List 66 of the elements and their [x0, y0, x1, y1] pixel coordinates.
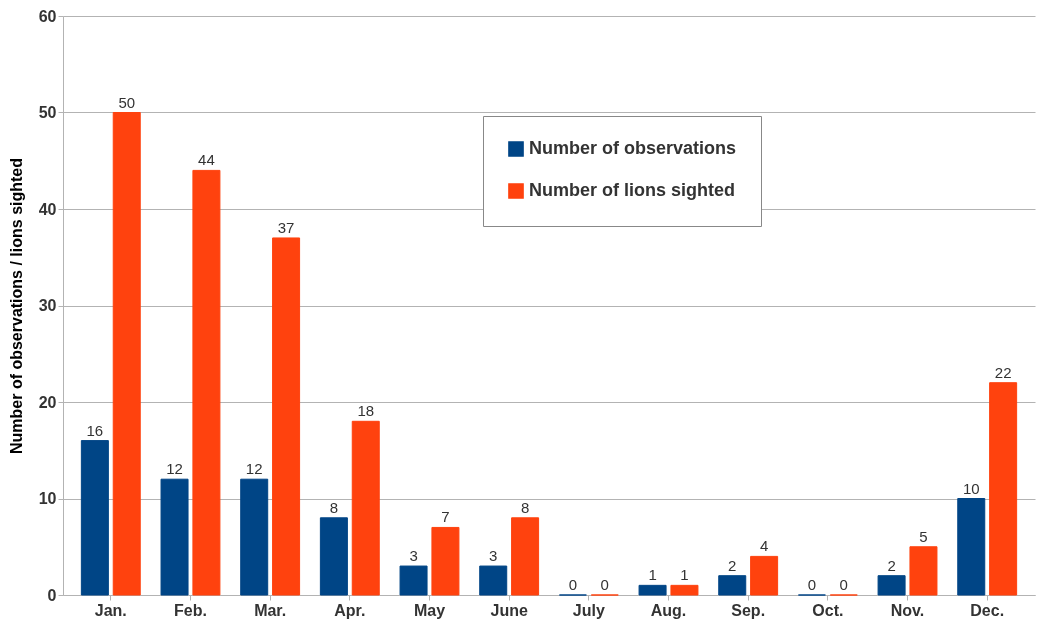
x-tick-label: Nov. — [890, 601, 925, 619]
data-label: 1 — [648, 566, 657, 584]
data-label: 37 — [277, 218, 295, 236]
data-label: 8 — [520, 498, 530, 516]
x-tick-label: May — [413, 601, 446, 619]
x-tick-label: June — [490, 601, 528, 619]
x-tick-label: Dec. — [970, 601, 1005, 619]
bar — [80, 440, 109, 596]
bar — [989, 382, 1018, 596]
bar — [240, 478, 269, 596]
y-tick-label: 60 — [38, 7, 57, 25]
data-label: 2 — [887, 556, 896, 574]
data-label: 12 — [166, 460, 183, 478]
y-tick-label: 50 — [38, 104, 57, 121]
legend-label: Number of lions sighted — [529, 180, 736, 200]
data-label: 12 — [245, 460, 263, 478]
y-tick-label: 20 — [38, 393, 57, 411]
data-label: 44 — [198, 151, 215, 169]
y-axis-title: Number of observations / lions sighted — [7, 157, 25, 455]
bar — [399, 565, 428, 596]
bar — [479, 565, 508, 596]
data-label: 10 — [962, 479, 980, 497]
x-tick-label: Mar. — [254, 601, 287, 619]
data-label: 2 — [728, 556, 737, 574]
x-tick-label: Oct. — [812, 601, 844, 619]
bar — [638, 584, 667, 596]
data-label: 22 — [994, 363, 1012, 381]
bar — [272, 237, 301, 596]
bar — [909, 546, 938, 596]
bar — [192, 169, 221, 596]
data-label: 5 — [919, 527, 928, 545]
x-tick-label: Jan. — [94, 601, 127, 619]
data-label: 0 — [807, 576, 817, 593]
data-label: 3 — [489, 547, 498, 565]
bar — [351, 420, 380, 596]
data-label: 1 — [680, 566, 689, 584]
data-label: 0 — [839, 576, 848, 593]
data-label: 3 — [409, 547, 418, 565]
y-tick-label: 30 — [38, 297, 57, 314]
x-tick-label: July — [572, 601, 605, 619]
data-label: 18 — [357, 402, 375, 420]
bar — [718, 575, 747, 596]
bar — [160, 478, 189, 596]
bar — [750, 555, 779, 596]
bar — [957, 498, 986, 596]
y-tick-label: 40 — [38, 200, 57, 218]
data-label: 0 — [568, 576, 578, 593]
x-tick-label: Apr. — [334, 601, 366, 619]
bar — [670, 584, 699, 596]
bar — [511, 517, 540, 596]
data-label: 50 — [118, 93, 136, 111]
bar — [112, 112, 141, 596]
legend-label: Number of observations — [529, 138, 737, 158]
x-tick-label: Sep. — [731, 601, 766, 619]
bar — [877, 575, 906, 596]
bar — [319, 517, 348, 596]
x-tick-label: Aug. — [650, 601, 687, 619]
data-label: 7 — [441, 508, 450, 526]
data-label: 0 — [600, 576, 609, 593]
data-label: 16 — [86, 421, 104, 439]
y-tick-label: 10 — [38, 490, 57, 507]
data-label: 4 — [759, 537, 769, 555]
bar — [431, 526, 460, 596]
data-label: 8 — [329, 498, 339, 516]
y-tick-label: 0 — [47, 586, 57, 604]
x-tick-label: Feb. — [174, 601, 207, 619]
